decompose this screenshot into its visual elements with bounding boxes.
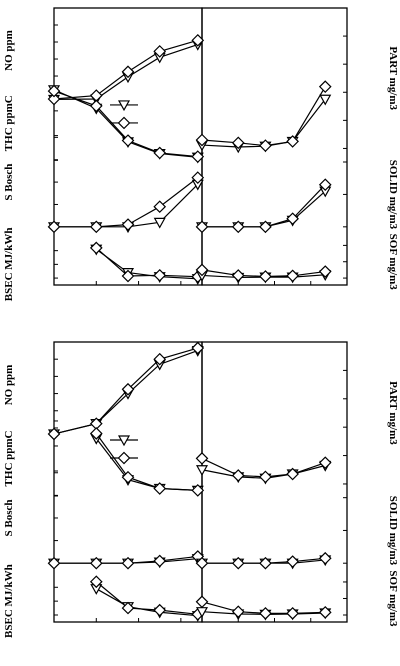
- data-point: [153, 554, 166, 568]
- data-point: [153, 269, 166, 282]
- y-axis-label-left: THC ppmC: [3, 430, 15, 486]
- y-axis-label-right: SOLID mg/m3: [387, 160, 399, 230]
- data-point: [286, 555, 299, 568]
- data-point: [121, 218, 135, 231]
- data-point: [232, 269, 245, 282]
- data-point: [286, 269, 299, 282]
- series-AR38-PART: [195, 80, 332, 152]
- series-line: [95, 433, 198, 491]
- series-line: [202, 184, 326, 228]
- series-line: [95, 247, 198, 278]
- data-point: [259, 470, 272, 483]
- data-point: [319, 80, 332, 93]
- data-point: [153, 200, 166, 213]
- data-point: [153, 604, 166, 617]
- data-point: [195, 452, 209, 465]
- right-panel-frame: [201, 341, 348, 623]
- y-axis-label-right: PART mg/m3: [387, 381, 399, 445]
- series-AR38-BSEC: [90, 575, 204, 621]
- series-AR0-BSEC: [90, 244, 204, 285]
- series-line: [95, 581, 198, 615]
- legend-marker-diamond: [117, 451, 131, 465]
- series-AR0-THC: [90, 433, 204, 496]
- series-AR38-THC: [90, 427, 204, 497]
- data-point: [232, 469, 245, 482]
- series-line: [202, 190, 326, 228]
- series-AR0-BSEC: [90, 584, 204, 622]
- y-axis-label-right: SOF mg/m3: [387, 570, 399, 627]
- series-line: [95, 438, 198, 491]
- data-point: [195, 595, 209, 608]
- y-axis-label-left: THC ppmC: [3, 95, 15, 151]
- y-axis-label-right: SOF mg/m3: [387, 234, 399, 291]
- series-AR38-THC: [47, 84, 204, 163]
- y-axis-label-left: BSEC MJ/kWh: [3, 228, 15, 302]
- series-AR38-S-Bosch: [47, 550, 204, 570]
- data-point: [259, 607, 272, 620]
- y-axis-label-right: SOLID mg/m3: [387, 496, 399, 566]
- chart-top-po50: NO ppm THC ppmC S Bosch BSEC MJ/kWh PART mg/…: [3, 7, 399, 302]
- legend-marker-diamond: [117, 116, 131, 130]
- series-AR38-SOLID: [195, 552, 332, 570]
- data-point: [319, 552, 332, 565]
- series-line: [95, 588, 198, 617]
- y-axis-label-left: NO ppm: [3, 30, 15, 71]
- chart-bottom-po100: NO ppm THC ppmC S Bosch BSEC MJ/kWh PART mg/…: [3, 341, 399, 638]
- series-line: [95, 248, 198, 280]
- series-AR38-NO: [47, 341, 204, 441]
- series-AR38-NO: [47, 34, 204, 106]
- series-AR38-SOF: [195, 263, 332, 283]
- series-AR38-BSEC: [90, 241, 204, 283]
- series-line: [201, 86, 326, 147]
- y-axis-label-right: PART mg/m3: [387, 46, 399, 110]
- series-AR38-S-Bosch: [47, 171, 204, 233]
- series-AR38-SOF: [195, 595, 332, 620]
- series-line: [54, 177, 199, 228]
- series-AR38-SOLID: [195, 178, 332, 233]
- y-axis-label-left: BSEC MJ/kWh: [3, 564, 15, 638]
- y-axis-label-left: S Bosch: [3, 499, 15, 536]
- data-point: [232, 605, 245, 618]
- y-axis-label-left: S Bosch: [3, 164, 15, 201]
- y-axis-label-left: NO ppm: [3, 365, 15, 406]
- series-AR38-PART: [195, 452, 332, 483]
- series-line: [201, 98, 326, 148]
